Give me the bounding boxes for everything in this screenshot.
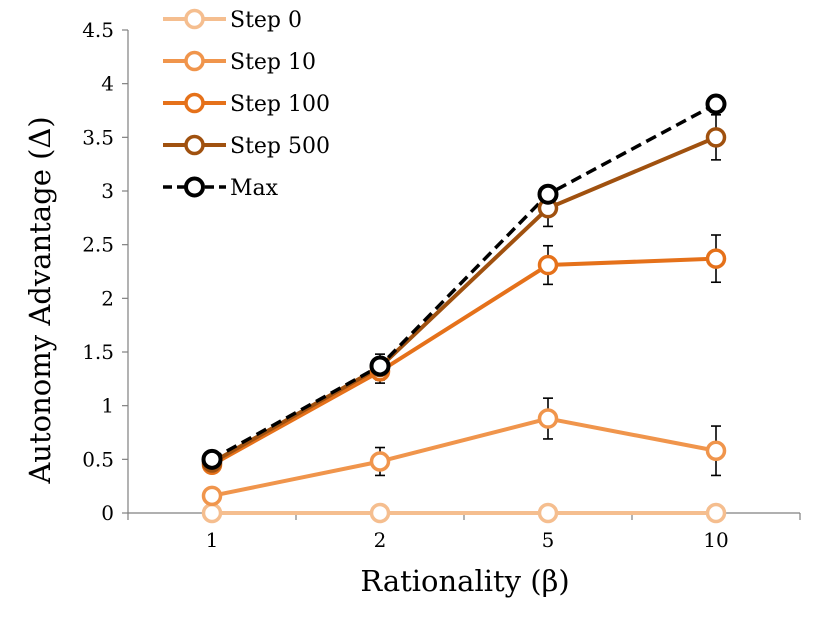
x-tick-label: 10 — [703, 528, 728, 552]
legend-item-max: Max — [163, 176, 279, 201]
y-tick-label: 0 — [101, 501, 114, 525]
point-max — [369, 355, 391, 377]
y-tick-label: 0.5 — [82, 447, 114, 471]
y-tick-label: 2 — [101, 286, 114, 310]
legend-swatch-marker — [184, 8, 205, 30]
legend-label: Step 100 — [230, 92, 330, 117]
x-axis-ticks: 1 2 5 10 — [127, 513, 801, 552]
y-tick-label: 3.5 — [82, 125, 114, 149]
series-line-max — [211, 102, 717, 461]
x-axis-title: Rationality (β) — [360, 564, 569, 598]
y-axis-ticks: 0 0.5 1 1.5 2 2.5 3 3.5 4 4.5 — [82, 18, 128, 525]
plot-area: 0 0.5 1 1.5 2 2.5 3 3.5 4 4.5 1 2 5 10 — [82, 18, 801, 552]
legend-swatch-marker — [184, 50, 205, 72]
legend-label: Step 500 — [230, 134, 330, 159]
legend: Step 0 Step 10 Step 100 Step 500 Max — [163, 8, 330, 201]
legend-item-step-10: Step 10 — [163, 50, 316, 75]
point-max — [705, 93, 727, 115]
point-step-500 — [705, 127, 727, 148]
point-step-100 — [705, 248, 727, 269]
legend-swatch-marker — [184, 134, 205, 156]
y-tick-label: 4 — [101, 72, 114, 96]
legend-item-step-0: Step 0 — [163, 8, 302, 33]
x-tick-label: 1 — [206, 528, 219, 552]
y-tick-label: 4.5 — [82, 18, 114, 42]
series-line-step-10 — [211, 416, 717, 498]
point-max — [201, 448, 223, 470]
series-line-step-500 — [211, 135, 717, 465]
series-lines — [211, 102, 717, 515]
legend-label: Max — [230, 176, 279, 201]
x-tick-label: 2 — [374, 528, 387, 552]
point-step-10 — [537, 408, 559, 429]
series-line-step-100 — [211, 256, 717, 467]
point-step-100 — [537, 254, 559, 276]
point-step-0 — [201, 502, 223, 524]
point-step-0 — [705, 502, 727, 524]
y-tick-label: 1.5 — [82, 340, 114, 364]
y-tick-label: 2.5 — [82, 233, 114, 257]
data-points — [201, 93, 727, 524]
error-bars — [375, 113, 721, 477]
x-tick-label: 5 — [542, 528, 555, 552]
legend-item-step-100: Step 100 — [163, 92, 330, 117]
legend-swatch-marker — [184, 176, 205, 198]
y-tick-label: 1 — [101, 394, 114, 418]
point-step-10 — [201, 485, 223, 507]
legend-label: Step 10 — [230, 50, 316, 75]
legend-swatch-marker — [184, 92, 205, 114]
y-tick-label: 3 — [101, 179, 114, 203]
y-axis-title: Autonomy Advantage (Δ) — [23, 116, 57, 484]
legend-item-step-500: Step 500 — [163, 134, 330, 159]
point-step-10 — [705, 440, 727, 461]
legend-label: Step 0 — [230, 8, 302, 33]
point-step-0 — [537, 502, 559, 524]
point-max — [537, 183, 559, 205]
point-step-10 — [369, 451, 391, 472]
point-step-0 — [369, 502, 391, 524]
